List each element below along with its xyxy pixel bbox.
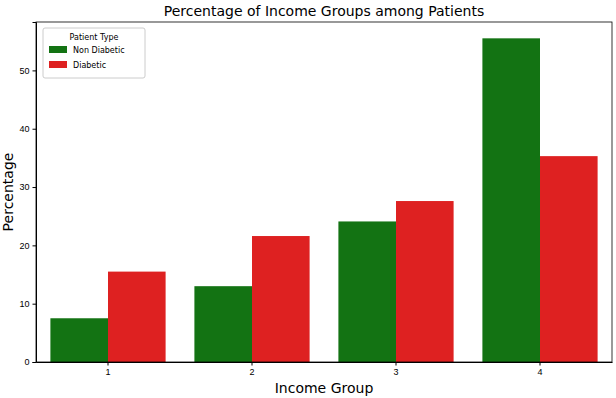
y-tick: 40	[19, 124, 36, 134]
legend-label: Non Diabetic	[73, 46, 125, 55]
y-tick-mark	[33, 187, 37, 188]
x-tick: 4	[537, 362, 542, 377]
x-tick-label: 3	[393, 367, 398, 377]
y-tick: 50	[19, 66, 36, 76]
bars	[50, 38, 597, 362]
y-tick-label: 20	[19, 241, 29, 251]
title: Percentage of Income Groups among Patien…	[164, 3, 485, 19]
y-tick-label: 10	[19, 299, 29, 309]
x-tick: 3	[393, 362, 398, 377]
y-axis-title: Percentage	[0, 153, 16, 232]
legend-title: Patient Type	[70, 33, 119, 42]
y-tick-mark	[33, 304, 37, 305]
y-tick: 10	[19, 299, 36, 309]
legend-swatch	[49, 46, 67, 53]
y-axis: 0 10 20 30 40 50	[19, 23, 36, 368]
y-tick-mark	[33, 362, 37, 363]
legend-box	[43, 28, 145, 78]
x-axis-line	[37, 362, 613, 363]
legend-label: Diabetic	[73, 61, 106, 70]
bar	[540, 156, 598, 362]
x-tick-mark	[108, 362, 109, 366]
x-tick-label: 4	[537, 367, 542, 377]
y-tick-label: 30	[19, 182, 29, 192]
bar	[108, 272, 166, 362]
chart: 0 10 20 30 40 50 1 2 3 4 Percentage of Income Grou…	[0, 0, 616, 398]
x-tick-label: 1	[105, 367, 110, 377]
bar	[194, 286, 252, 362]
legend: Patient Type Non Diabetic Diabetic	[43, 28, 145, 78]
x-tick: 1	[105, 362, 110, 377]
x-tick: 2	[249, 362, 254, 377]
bar	[50, 318, 108, 362]
x-tick-mark	[396, 362, 397, 366]
y-tick: 30	[19, 182, 36, 192]
bar	[482, 38, 540, 362]
y-tick-mark	[33, 129, 37, 130]
y-axis-line	[33, 23, 37, 363]
legend-swatch	[49, 61, 67, 68]
y-tick-label: 0	[24, 357, 29, 367]
x-axis-title: Income Group	[275, 380, 374, 396]
y-tick: 20	[19, 241, 36, 251]
x-tick-label: 2	[249, 367, 254, 377]
y-tick: 0	[24, 357, 36, 367]
bar	[338, 221, 396, 362]
y-tick-mark	[33, 245, 37, 246]
plot-frame	[36, 22, 612, 362]
y-tick-mark	[33, 70, 37, 71]
bar	[396, 201, 454, 362]
x-tick-mark	[252, 362, 253, 366]
y-tick-label: 50	[19, 66, 29, 76]
y-tick-label: 40	[19, 124, 29, 134]
bar	[252, 236, 310, 362]
x-tick-mark	[540, 362, 541, 366]
x-axis: 1 2 3 4	[37, 362, 613, 377]
